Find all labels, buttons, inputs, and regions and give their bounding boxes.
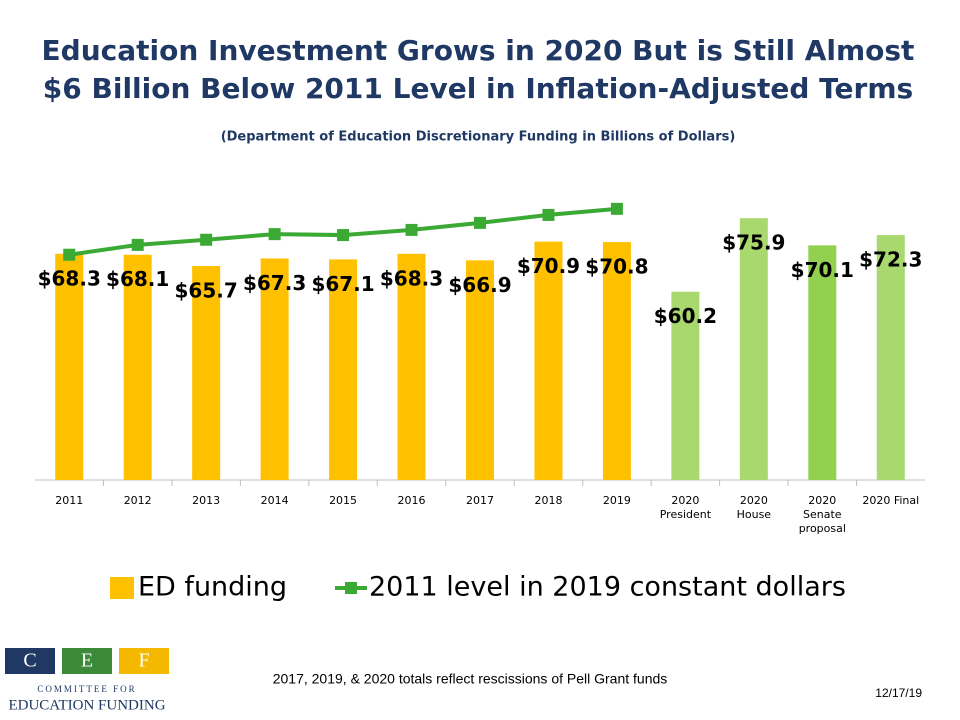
bar bbox=[739, 218, 768, 480]
line-marker bbox=[268, 228, 281, 241]
bar bbox=[876, 235, 905, 480]
data-label: $70.9 bbox=[517, 254, 580, 278]
line-marker bbox=[610, 202, 623, 215]
data-label: $72.3 bbox=[859, 248, 922, 272]
chart-subtitle: (Department of Education Discretionary F… bbox=[221, 130, 736, 145]
line-marker bbox=[405, 223, 418, 236]
x-tick-label: 2015 bbox=[329, 494, 357, 507]
x-tick-label: 2020 Final bbox=[862, 494, 919, 507]
x-tick-label: 2018 bbox=[534, 494, 562, 507]
legend-swatch bbox=[110, 577, 134, 599]
legend-label: 2011 level in 2019 constant dollars bbox=[369, 572, 846, 603]
bar bbox=[123, 254, 152, 480]
data-label: $66.9 bbox=[448, 273, 511, 297]
date: 12/17/19 bbox=[875, 686, 922, 700]
data-label: $67.1 bbox=[311, 272, 374, 296]
bar bbox=[192, 265, 221, 480]
data-label: $68.1 bbox=[106, 267, 169, 291]
logo-box bbox=[62, 648, 112, 674]
x-tick-label: 2014 bbox=[261, 494, 289, 507]
x-tick-label: 2020 Senate proposal bbox=[799, 494, 846, 535]
bar bbox=[55, 253, 84, 480]
legend-label: ED funding bbox=[138, 572, 287, 603]
bar bbox=[397, 253, 426, 480]
logo-letter: F bbox=[138, 650, 149, 672]
data-label: $75.9 bbox=[722, 231, 785, 255]
bar bbox=[534, 241, 563, 480]
bar bbox=[808, 245, 837, 480]
x-tick-label: 2013 bbox=[192, 494, 220, 507]
chart-title: Education Investment Grows in 2020 But i… bbox=[42, 34, 915, 105]
x-tick-label: 2019 bbox=[603, 494, 631, 507]
data-label: $60.2 bbox=[654, 304, 717, 328]
line-marker bbox=[337, 229, 350, 242]
logo-letter: E bbox=[81, 650, 93, 672]
footnote: 2017, 2019, & 2020 totals reflect rescis… bbox=[273, 671, 668, 687]
line-marker bbox=[474, 216, 486, 229]
line-marker bbox=[131, 238, 144, 251]
bar bbox=[602, 242, 631, 480]
line-marker bbox=[542, 208, 555, 221]
x-tick-label: 2020 President bbox=[660, 494, 712, 521]
x-tick-label: 2011 bbox=[55, 494, 83, 507]
x-tick-label: 2016 bbox=[398, 494, 426, 507]
bar bbox=[260, 258, 289, 480]
data-label: $68.3 bbox=[38, 266, 101, 290]
legend-swatch bbox=[345, 582, 357, 594]
bar bbox=[466, 260, 494, 480]
logo-box bbox=[119, 648, 169, 674]
line-marker bbox=[63, 248, 76, 261]
data-label: $67.3 bbox=[243, 271, 306, 295]
x-tick-label: 2020 House bbox=[737, 494, 772, 521]
x-tick-label: 2017 bbox=[466, 494, 494, 507]
bar bbox=[329, 259, 358, 480]
logo-letter: C bbox=[23, 650, 36, 672]
data-label: $70.8 bbox=[585, 255, 648, 279]
data-label: $65.7 bbox=[175, 278, 238, 302]
data-label: $70.1 bbox=[791, 258, 854, 282]
data-label: $68.3 bbox=[380, 266, 443, 290]
logo-text: EDUCATION FUNDING bbox=[8, 697, 165, 713]
line-marker bbox=[200, 233, 213, 246]
bar bbox=[671, 291, 700, 480]
logo-box bbox=[5, 648, 55, 674]
x-tick-label: 2012 bbox=[124, 494, 152, 507]
logo-text: COMMITTEE FOR bbox=[37, 684, 136, 694]
